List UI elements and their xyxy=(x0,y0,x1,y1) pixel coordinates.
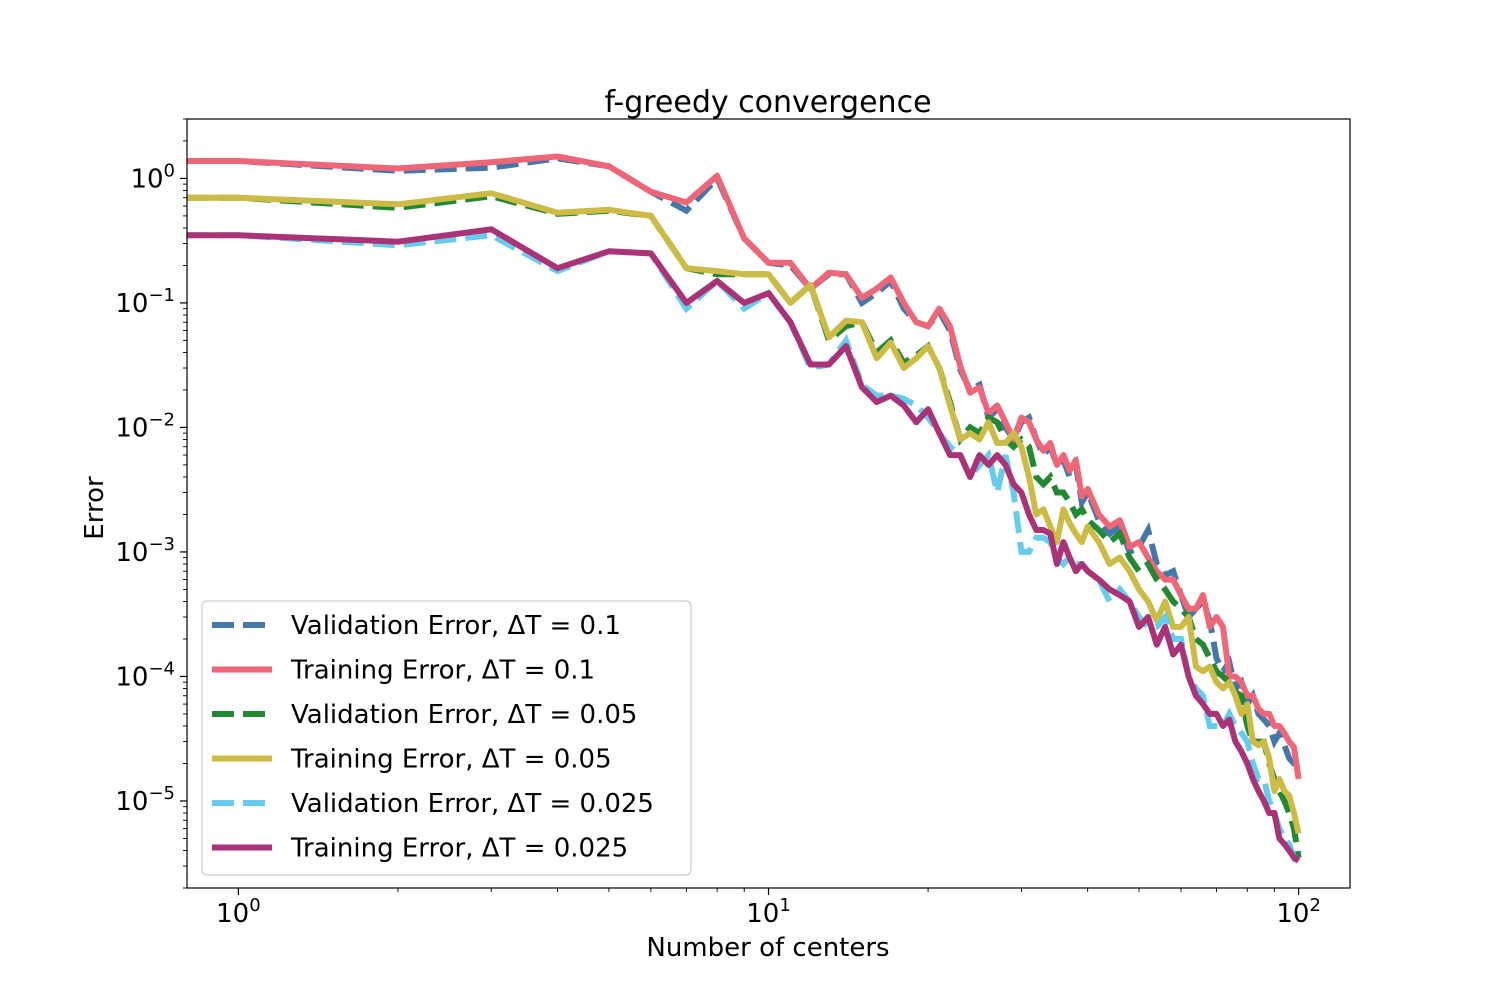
y-axis: 100 10−1 10−2 10−3 10−4 10−5 xyxy=(115,118,187,889)
legend: Validation Error, ΔT = 0.1 Training Error… xyxy=(201,600,692,876)
y-tick-label: 100 xyxy=(130,160,175,194)
legend-label: Training Error, ΔT = 0.05 xyxy=(290,745,612,775)
y-tick-label: 10−5 xyxy=(115,783,175,817)
series-line-6 xyxy=(187,226,1301,864)
x-axis-label: Number of centers xyxy=(646,933,889,963)
series-line-4 xyxy=(187,190,1302,834)
legend-label: Validation Error, ΔT = 0.05 xyxy=(291,700,637,730)
legend-box xyxy=(201,600,692,876)
plot-series xyxy=(187,153,1302,871)
chart-title: f-greedy convergence xyxy=(604,85,931,120)
legend-label: Validation Error, ΔT = 0.1 xyxy=(291,611,621,641)
y-tick-label: 10−2 xyxy=(115,409,175,443)
x-tick-label: 102 xyxy=(1276,895,1321,929)
legend-label: Training Error, ΔT = 0.025 xyxy=(290,834,628,864)
legend-label: Validation Error, ΔT = 0.025 xyxy=(291,789,654,819)
x-tick-label: 100 xyxy=(216,895,261,929)
y-tick-label: 10−4 xyxy=(115,658,175,692)
series-line-2 xyxy=(187,153,1302,780)
legend-label: Training Error, ΔT = 0.1 xyxy=(290,656,595,686)
x-axis: 100 101 102 xyxy=(216,888,1321,929)
y-tick-label: 10−3 xyxy=(115,534,175,568)
y-tick-label: 10−1 xyxy=(115,285,175,319)
x-tick-label: 101 xyxy=(746,895,791,929)
y-axis-label: Error xyxy=(80,476,110,540)
